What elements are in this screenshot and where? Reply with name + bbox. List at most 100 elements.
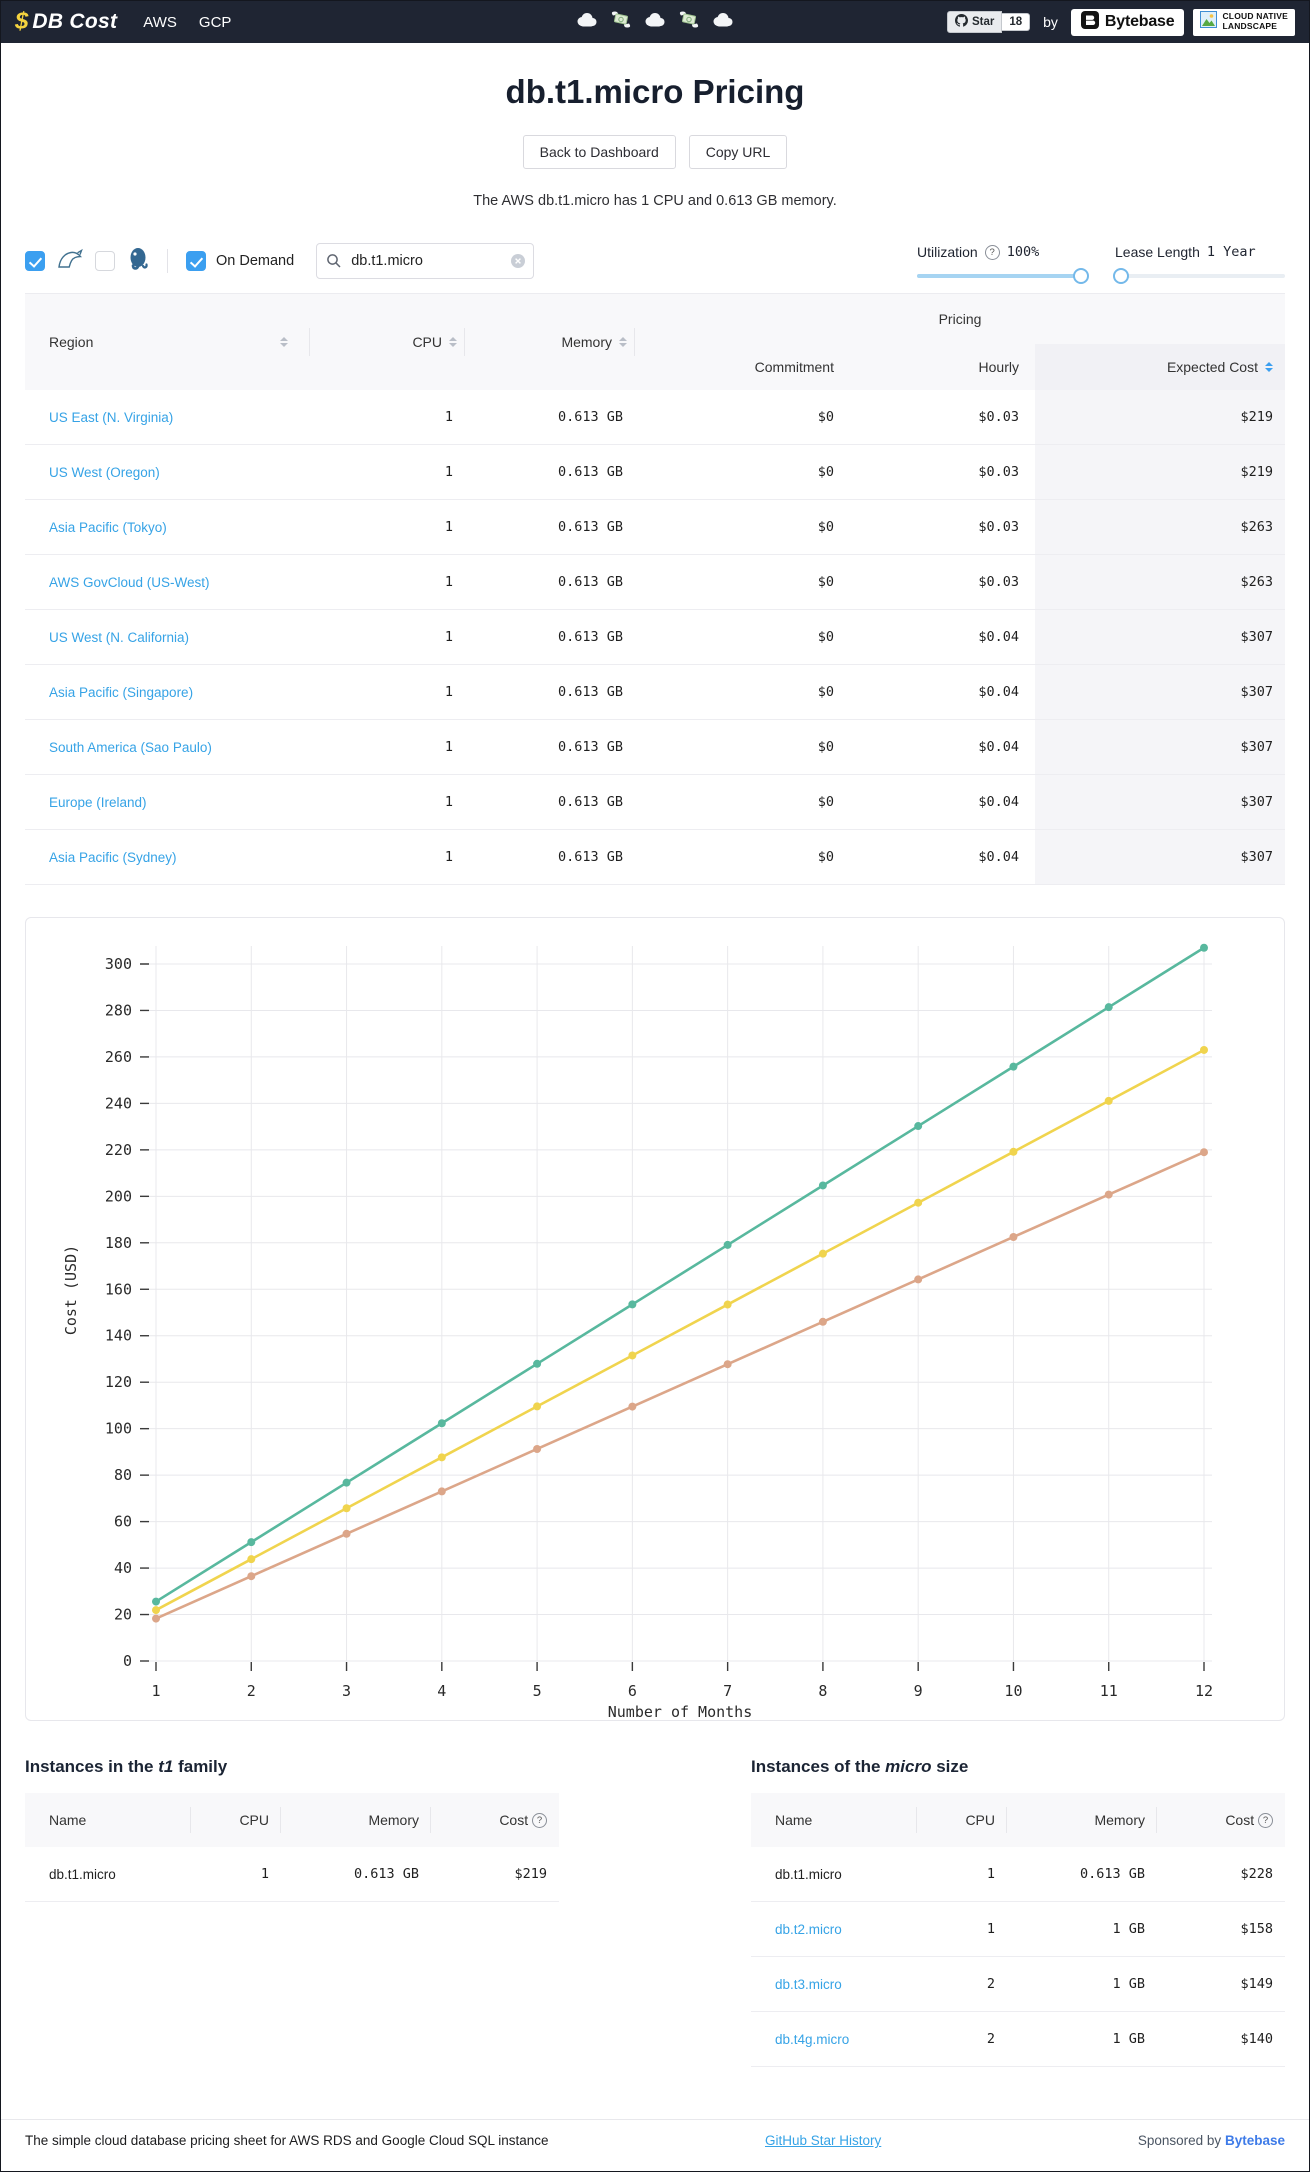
expected-cost-value: $307: [1035, 720, 1285, 774]
instance-link[interactable]: db.t4g.micro: [775, 2031, 850, 2047]
memory-value: 0.613 GB: [557, 849, 623, 865]
bytebase-label: Bytebase: [1104, 13, 1175, 30]
github-star-button[interactable]: Star 18: [946, 11, 1031, 33]
region-cell: Asia Pacific (Sydney): [25, 830, 310, 884]
region-link[interactable]: Asia Pacific (Tokyo): [49, 519, 167, 535]
instance-link[interactable]: db.t2.micro: [775, 1921, 842, 1937]
help-icon[interactable]: ?: [532, 1812, 547, 1828]
memory-column-header[interactable]: Memory: [465, 294, 635, 390]
money-with-wings-icon: [610, 11, 632, 34]
instance-name-cell: db.t2.micro: [751, 1902, 917, 1956]
pricing-table-row: South America (Sao Paulo) 1 0.613 GB $0 $0.0…: [25, 720, 1285, 775]
utilization-slider[interactable]: [917, 268, 1089, 284]
svg-text:11: 11: [1100, 1682, 1118, 1700]
cpu-column-header[interactable]: CPU: [310, 294, 465, 390]
hourly-value: $0.04: [978, 794, 1019, 810]
region-cell: Asia Pacific (Singapore): [25, 665, 310, 719]
svg-text:5: 5: [533, 1682, 542, 1700]
svg-text:300: 300: [105, 955, 132, 973]
svg-text:3: 3: [342, 1682, 351, 1700]
hourly-value: $0.03: [978, 574, 1019, 590]
commitment-column-header: Commitment: [754, 359, 834, 375]
on-demand-checkbox[interactable]: [186, 251, 206, 271]
expected-cost-value: $307: [1035, 665, 1285, 719]
pricing-table-row: Asia Pacific (Tokyo) 1 0.613 GB $0 $0.03 $263: [25, 500, 1285, 555]
instance-name-cell: db.t4g.micro: [751, 2012, 917, 2066]
sponsor-bytebase-link[interactable]: Bytebase: [1224, 2133, 1285, 2148]
hourly-column-header: Hourly: [978, 359, 1019, 375]
svg-text:9: 9: [914, 1682, 923, 1700]
svg-text:200: 200: [105, 1187, 132, 1205]
divider: [167, 249, 168, 273]
svg-text:180: 180: [105, 1234, 132, 1252]
region-link[interactable]: US West (N. California): [49, 629, 190, 645]
region-link[interactable]: Europe (Ireland): [49, 794, 147, 810]
postgresql-checkbox[interactable]: [95, 251, 115, 271]
region-link[interactable]: Asia Pacific (Sydney): [49, 849, 177, 865]
memory-value: 1 GB: [1112, 2031, 1145, 2047]
pricing-table-row: Europe (Ireland) 1 0.613 GB $0 $0.04 $307: [25, 775, 1285, 830]
instance-name: db.t1.micro: [775, 1866, 842, 1882]
github-star-history-link[interactable]: GitHub Star History: [765, 2133, 882, 2148]
pricing-table-row: Asia Pacific (Singapore) 1 0.613 GB $0 $0.04…: [25, 665, 1285, 720]
hourly-value: $0.04: [978, 739, 1019, 755]
region-cell: US West (N. California): [25, 610, 310, 664]
memory-value: 0.613 GB: [557, 684, 623, 700]
on-demand-label: On Demand: [216, 253, 295, 269]
filter-row: On Demand Utilization ? 100%: [25, 243, 1285, 284]
family-table-title: Instances in the t1 family: [25, 1757, 228, 1776]
sort-icon: [449, 337, 457, 347]
commitment-value: $0: [817, 519, 834, 535]
sort-icon: [619, 337, 627, 347]
back-to-dashboard-button[interactable]: Back to Dashboard: [522, 135, 676, 169]
cpu-value: 1: [986, 1921, 995, 1937]
utilization-slider-handle[interactable]: [1073, 268, 1089, 284]
nav-link-aws[interactable]: AWS: [143, 13, 177, 31]
lease-length-slider[interactable]: [1113, 268, 1285, 284]
svg-text:80: 80: [114, 1466, 132, 1484]
hourly-value: $0.03: [978, 409, 1019, 425]
region-link[interactable]: US West (Oregon): [49, 464, 160, 480]
memory-value: 0.613 GB: [557, 794, 623, 810]
hourly-value: $0.03: [978, 464, 1019, 480]
mysql-checkbox[interactable]: [25, 251, 45, 271]
cpu-value: 1: [444, 464, 453, 480]
family-table-body: db.t1.micro 1 0.613 GB $219: [25, 1847, 559, 1902]
postgresql-icon: [127, 247, 149, 276]
svg-text:Number of Months: Number of Months: [608, 1703, 753, 1718]
lease-length-slider-handle[interactable]: [1113, 268, 1129, 284]
cpu-value: 1: [986, 1866, 995, 1882]
commitment-value: $0: [817, 629, 834, 645]
clear-search-icon[interactable]: [511, 254, 526, 273]
pricing-table-row: Asia Pacific (Sydney) 1 0.613 GB $0 $0.04 $30…: [25, 830, 1285, 885]
region-link[interactable]: Asia Pacific (Singapore): [49, 684, 194, 700]
copy-url-button[interactable]: Copy URL: [688, 135, 788, 169]
size-table-title: Instances of the micro size: [751, 1757, 969, 1776]
help-icon[interactable]: ?: [1258, 1812, 1273, 1828]
table-row: db.t3.micro 2 1 GB $149: [751, 1957, 1285, 2012]
region-cell: Asia Pacific (Tokyo): [25, 500, 310, 554]
instance-link[interactable]: db.t3.micro: [775, 1976, 842, 1992]
cpu-value: 1: [444, 574, 453, 590]
region-link[interactable]: South America (Sao Paulo): [49, 739, 212, 755]
svg-text:220: 220: [105, 1141, 132, 1159]
lease-length-slider-block: Lease Length 1 Year: [1113, 244, 1285, 284]
region-header-label: Region: [49, 334, 94, 350]
db-cost-logo[interactable]: $ DB Cost: [15, 8, 117, 36]
svg-text:6: 6: [628, 1682, 637, 1700]
nav-link-gcp[interactable]: GCP: [198, 13, 232, 31]
region-column-header[interactable]: Region: [25, 294, 310, 390]
cost-column-header: Cost ?: [1157, 1793, 1285, 1847]
region-link[interactable]: AWS GovCloud (US-West): [49, 574, 210, 590]
region-link[interactable]: US East (N. Virginia): [49, 409, 174, 425]
cpu-value: 1: [444, 629, 453, 645]
bytebase-logo[interactable]: Bytebase: [1070, 8, 1185, 36]
help-icon[interactable]: ?: [984, 244, 1000, 260]
commitment-value: $0: [817, 574, 834, 590]
search-input[interactable]: [316, 243, 535, 279]
cloud-native-landscape-logo[interactable]: CLOUD NATIVE LANDSCAPE: [1193, 8, 1295, 36]
hourly-value: $0.03: [978, 519, 1019, 535]
table-row: db.t2.micro 1 1 GB $158: [751, 1902, 1285, 1957]
expected-cost-column-header[interactable]: Expected Cost: [1035, 344, 1285, 390]
instance-name-cell: db.t1.micro: [751, 1847, 917, 1901]
